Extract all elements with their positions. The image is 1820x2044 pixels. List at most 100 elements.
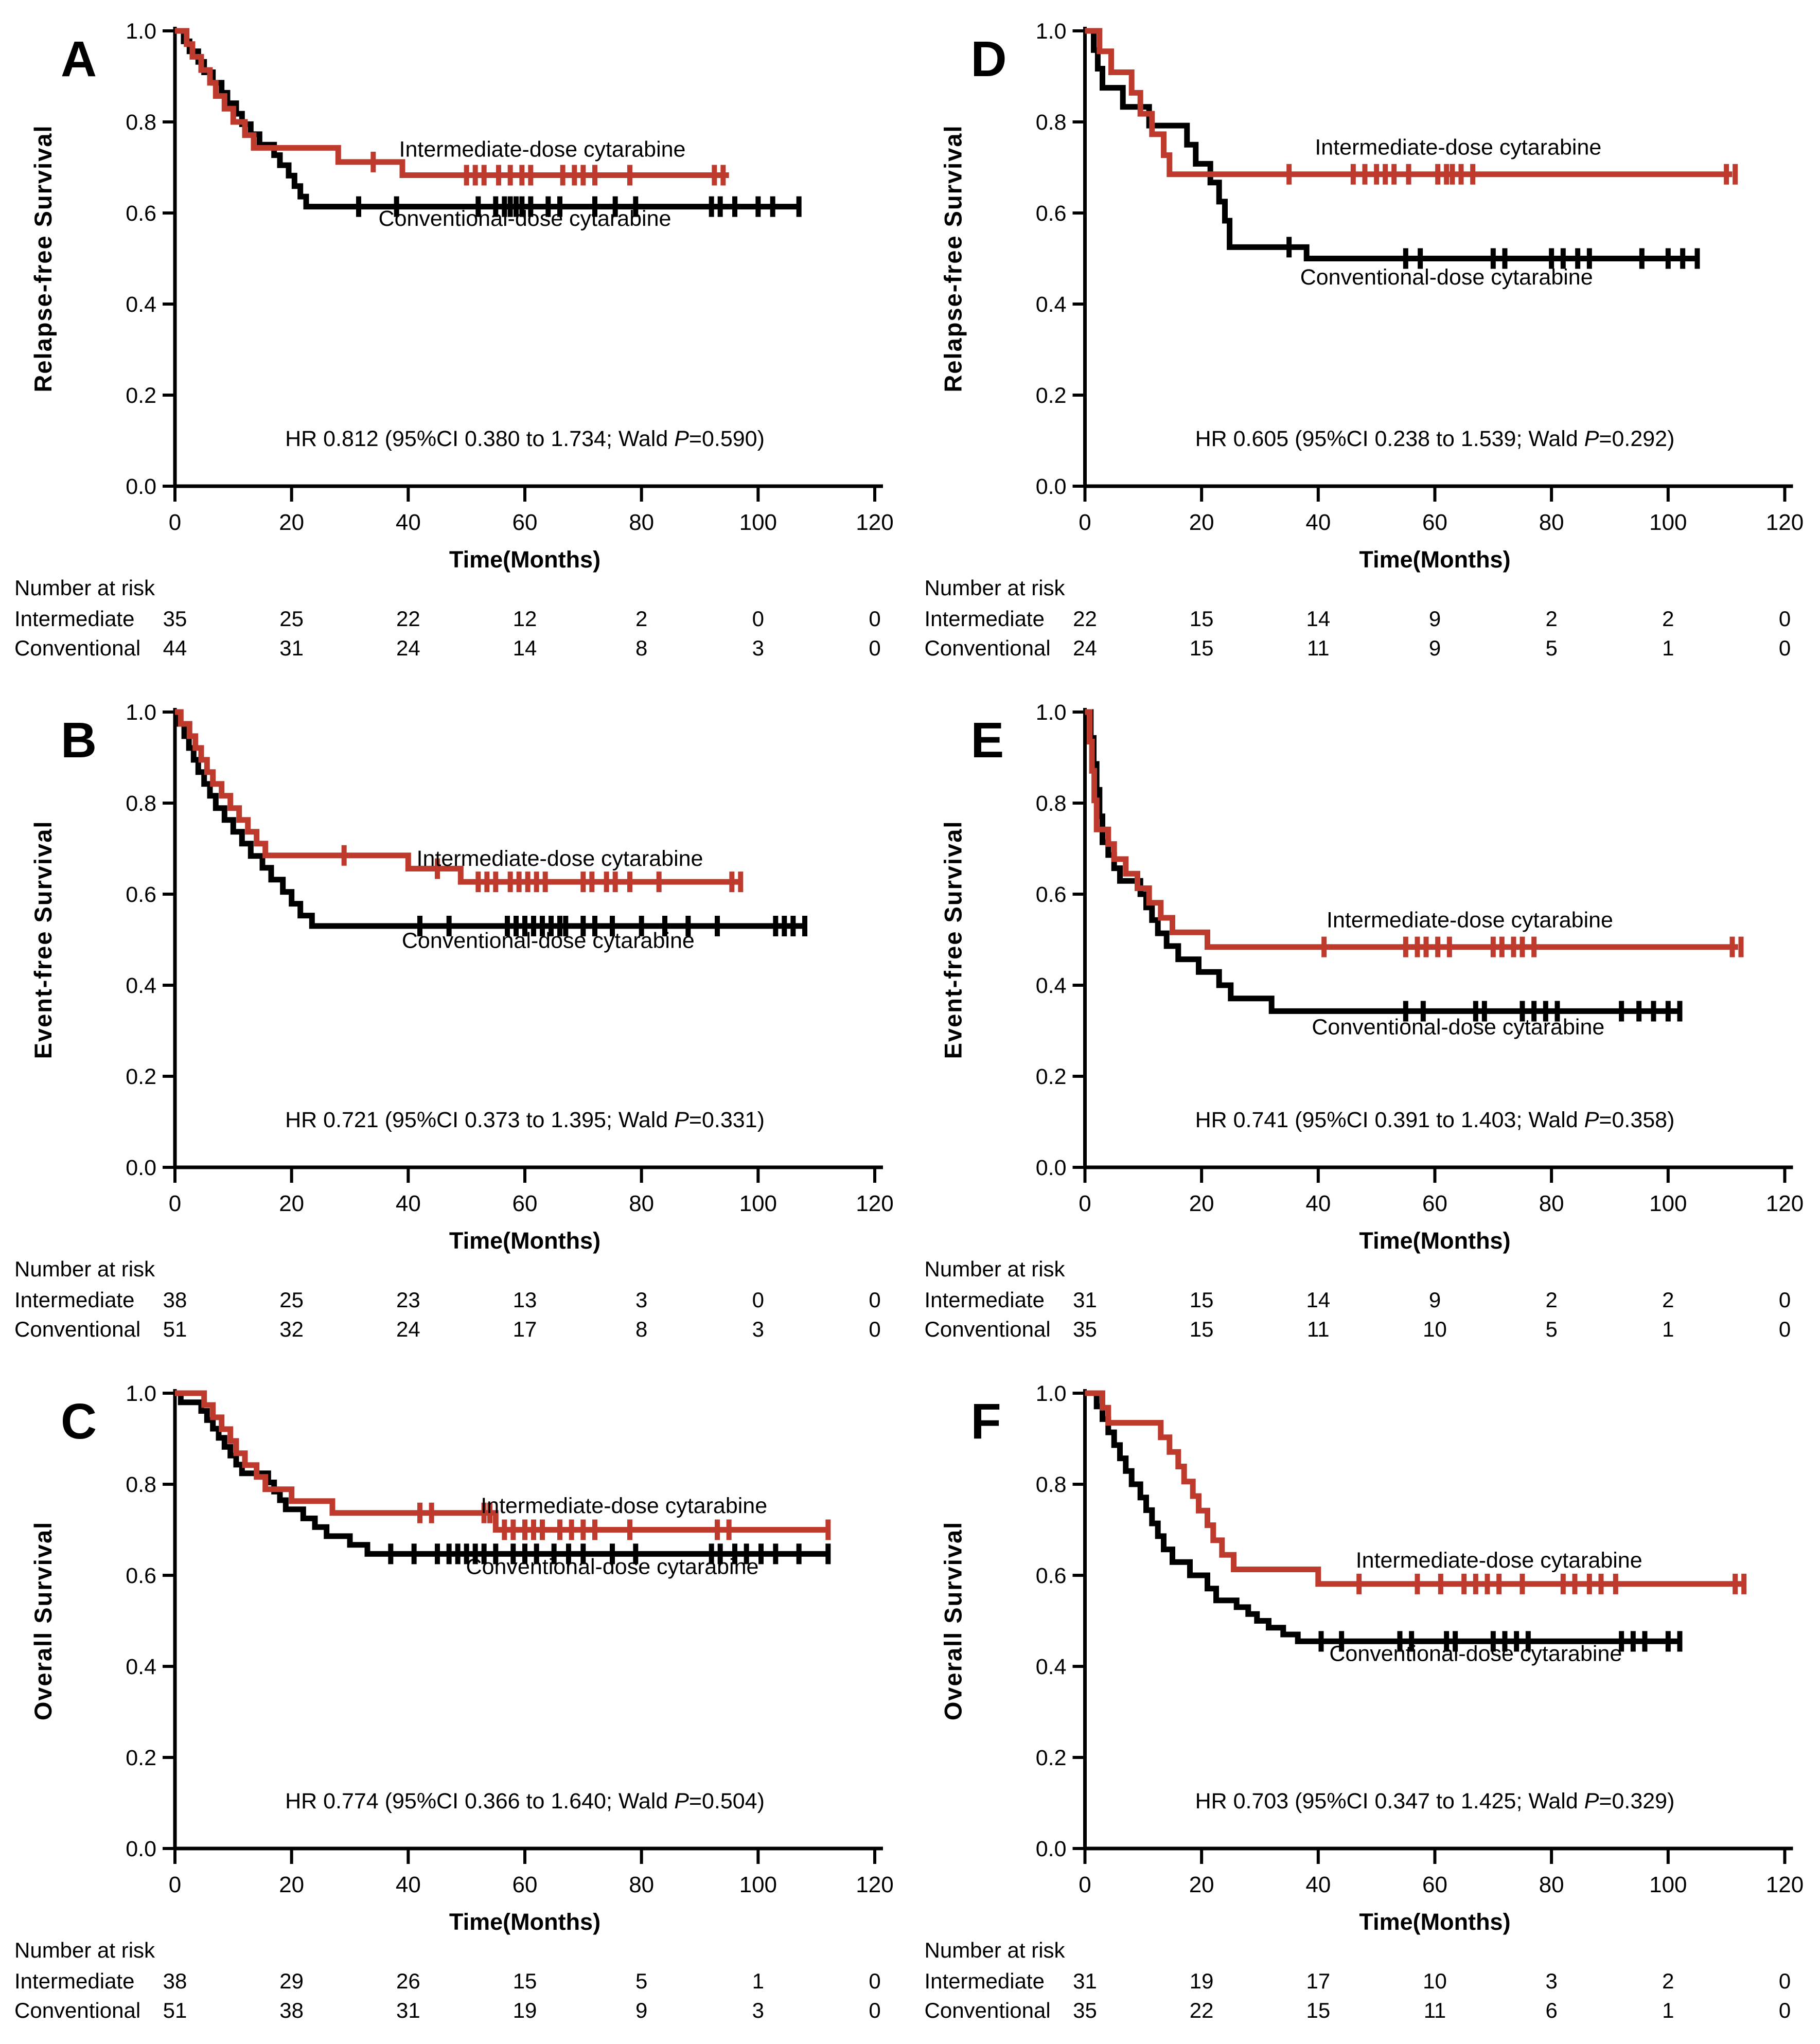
risk-value: 17 <box>513 1317 537 1341</box>
x-tick-label: 80 <box>1539 1191 1564 1216</box>
y-tick-label: 0.6 <box>1036 882 1067 907</box>
risk-row-label-conventional: Conventional <box>925 636 1051 660</box>
risk-value: 38 <box>163 1288 187 1312</box>
hr-annotation: HR 0.703 (95%CI 0.347 to 1.425; Wald P=0… <box>1195 1789 1675 1814</box>
risk-value: 29 <box>279 1969 304 1993</box>
hr-annotation: HR 0.721 (95%CI 0.373 to 1.395; Wald P=0… <box>285 1108 765 1132</box>
risk-value: 2 <box>635 607 647 631</box>
risk-value: 0 <box>1779 1969 1791 1993</box>
x-tick-label: 20 <box>1189 1191 1214 1216</box>
x-axis-title: Time(Months) <box>449 546 600 573</box>
risk-value: 31 <box>279 636 304 660</box>
risk-value: 3 <box>635 1288 647 1312</box>
y-tick-label: 0.4 <box>1036 1655 1067 1679</box>
y-tick-label: 1.0 <box>1036 700 1067 725</box>
legend-label-conventional: Conventional-dose cytarabine <box>402 928 695 953</box>
risk-value: 10 <box>1423 1317 1447 1341</box>
risk-value: 0 <box>1779 1317 1791 1341</box>
risk-value: 0 <box>869 1288 880 1312</box>
risk-value: 1 <box>1662 636 1674 660</box>
risk-value: 38 <box>163 1969 187 1993</box>
panel-letter: D <box>971 31 1007 87</box>
y-tick-label: 1.0 <box>126 700 156 725</box>
x-tick-label: 0 <box>169 1191 181 1216</box>
y-tick-label: 1.0 <box>126 1381 156 1406</box>
risk-value: 23 <box>396 1288 420 1312</box>
y-tick-label: 0.2 <box>126 1064 156 1089</box>
y-axis-title: Relapse-free Survival <box>29 125 57 392</box>
risk-value: 9 <box>1429 607 1441 631</box>
y-tick-label: 0.6 <box>126 882 156 907</box>
panel-A: 0.0 0.2 0.4 0.6 0.8 1.0 0 20 40 60 80 100 120 Relapse… <box>0 0 910 681</box>
risk-table-header: Number at risk <box>925 1257 1066 1281</box>
risk-table-header: Number at risk <box>925 1938 1066 1962</box>
x-tick-label: 40 <box>396 1872 421 1897</box>
legend-label-intermediate: Intermediate-dose cytarabine <box>1356 1548 1642 1573</box>
risk-value: 3 <box>1545 1969 1557 1993</box>
risk-value: 6 <box>1545 1998 1557 2022</box>
y-tick-label: 0.4 <box>126 292 156 317</box>
x-tick-label: 60 <box>513 1191 538 1216</box>
risk-table-header: Number at risk <box>14 576 155 600</box>
risk-value: 24 <box>396 636 420 660</box>
risk-value: 11 <box>1307 636 1330 660</box>
x-tick-label: 120 <box>856 1872 893 1897</box>
y-axis-title: Overall Survival <box>29 1521 57 1720</box>
risk-value: 14 <box>1306 1288 1330 1312</box>
risk-value: 25 <box>279 1288 304 1312</box>
risk-value: 10 <box>1423 1969 1447 1993</box>
y-tick-label: 0.8 <box>126 1472 156 1497</box>
x-tick-label: 80 <box>629 1191 654 1216</box>
legend-label-intermediate: Intermediate-dose cytarabine <box>1315 135 1601 160</box>
risk-value: 22 <box>396 607 420 631</box>
x-tick-label: 20 <box>1189 510 1214 535</box>
risk-value: 19 <box>513 1998 537 2022</box>
risk-value: 15 <box>1306 1998 1330 2022</box>
x-tick-label: 80 <box>629 510 654 535</box>
y-tick-label: 0.2 <box>1036 1064 1067 1089</box>
risk-value: 0 <box>869 1998 880 2022</box>
risk-value: 8 <box>635 636 647 660</box>
y-tick-label: 0.8 <box>126 791 156 816</box>
risk-value: 11 <box>1307 1317 1330 1341</box>
risk-value: 31 <box>1073 1969 1097 1993</box>
risk-value: 0 <box>1779 607 1791 631</box>
y-tick-label: 0.0 <box>1036 1837 1067 1861</box>
risk-value: 19 <box>1190 1969 1214 1993</box>
risk-row-label-intermediate: Intermediate <box>925 1969 1045 1993</box>
legend-label-intermediate: Intermediate-dose cytarabine <box>399 137 686 162</box>
survival-curve-intermediate <box>1085 709 1738 950</box>
x-tick-label: 20 <box>279 1191 304 1216</box>
risk-value: 2 <box>1545 607 1557 631</box>
x-tick-label: 0 <box>1079 1191 1091 1216</box>
survival-curve-intermediate <box>175 709 741 885</box>
legend-label-intermediate: Intermediate-dose cytarabine <box>417 846 703 871</box>
survival-curve-intermediate <box>175 28 729 178</box>
y-tick-label: 0.6 <box>1036 1563 1067 1588</box>
panel-D-plot: 0.00.20.40.60.81.00 20 40 60 80 100 120Relapse… <box>925 19 1804 660</box>
y-tick-label: 0.8 <box>1036 110 1067 135</box>
risk-row-label-conventional: Conventional <box>14 1317 140 1341</box>
legend-label-intermediate: Intermediate-dose cytarabine <box>481 1494 767 1518</box>
hr-annotation: HR 0.605 (95%CI 0.238 to 1.539; Wald P=0… <box>1195 426 1675 451</box>
x-tick-label: 120 <box>856 510 893 535</box>
y-axis-title: Event-free Survival <box>29 821 57 1059</box>
risk-value: 0 <box>869 1317 880 1341</box>
x-tick-label: 60 <box>1422 510 1447 535</box>
y-tick-label: 0.2 <box>126 1746 156 1770</box>
panel-letter: E <box>971 712 1004 768</box>
risk-value: 2 <box>1662 607 1674 631</box>
y-tick-label: 0.4 <box>1036 973 1067 998</box>
y-axis-title: Overall Survival <box>940 1521 967 1720</box>
x-tick-label: 120 <box>856 1191 893 1216</box>
panel-A-plot: 0.00.20.40.60.81.00 20 40 60 80 100 120Relapse… <box>14 19 894 660</box>
risk-value: 51 <box>163 1998 187 2022</box>
x-tick-label: 60 <box>513 1872 538 1897</box>
risk-value: 35 <box>163 607 187 631</box>
x-tick-label: 0 <box>169 1872 181 1897</box>
legend-label-conventional: Conventional-dose cytarabine <box>379 206 672 231</box>
y-tick-label: 0.6 <box>126 1563 156 1588</box>
risk-value: 1 <box>752 1969 764 1993</box>
x-tick-label: 100 <box>1649 1872 1687 1897</box>
